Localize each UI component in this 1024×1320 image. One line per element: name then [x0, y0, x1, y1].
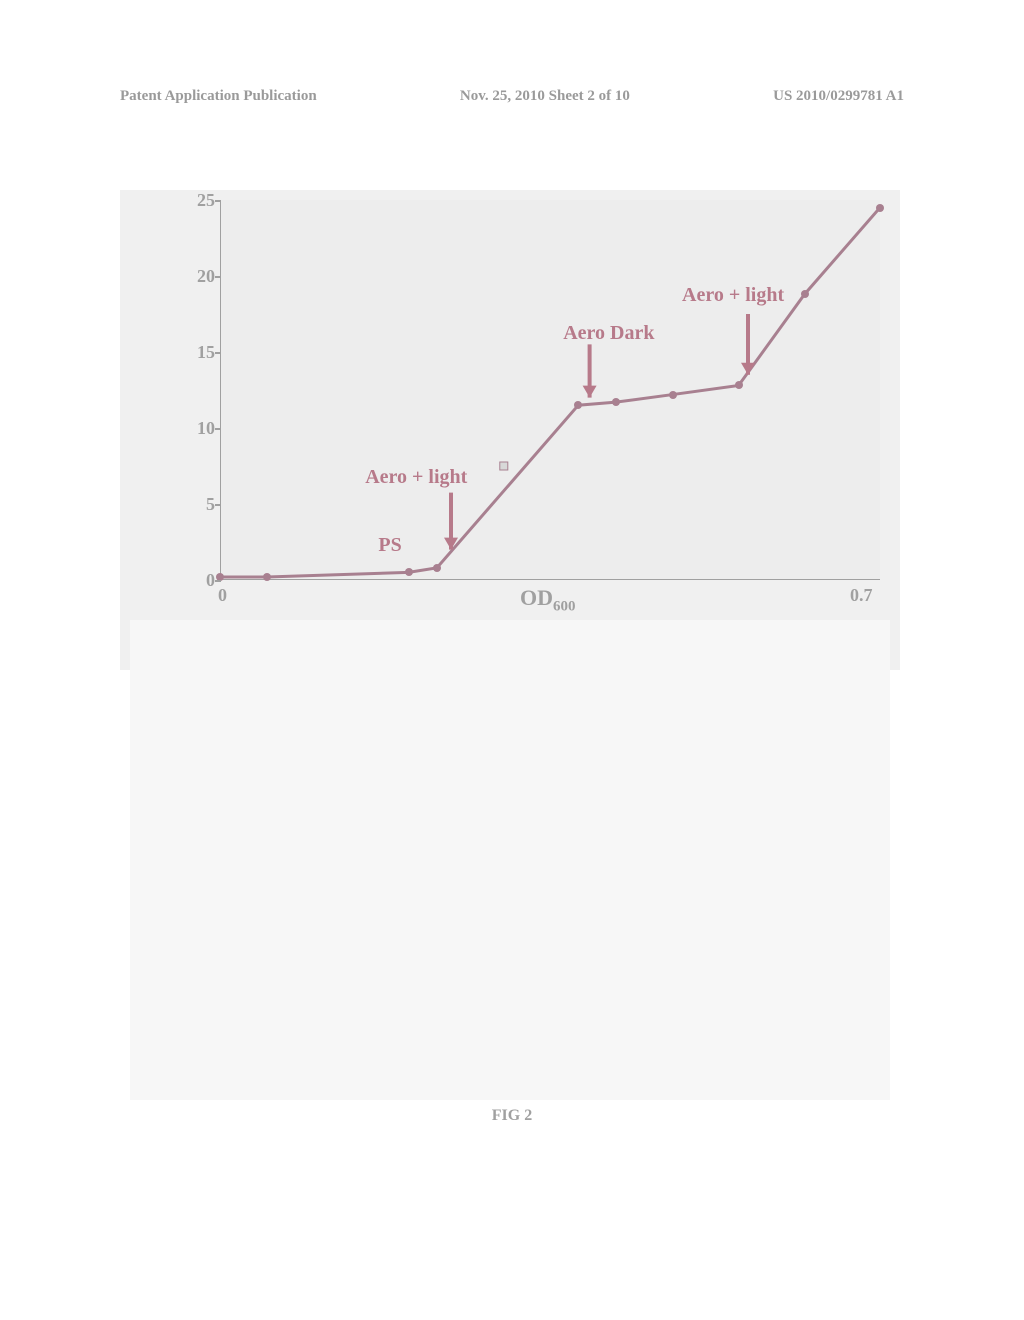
chart-annotation: PS	[378, 534, 401, 557]
header-right: US 2010/0299781 A1	[773, 88, 904, 105]
y-tick: 15	[185, 342, 215, 363]
y-tick: 20	[185, 266, 215, 287]
chart-container: β-galactosidase activity from a σE-depen…	[120, 190, 900, 670]
y-tick: 0	[185, 570, 215, 591]
chart-annotation: Aero + light	[682, 284, 784, 307]
header-left: Patent Application Publication	[120, 88, 317, 105]
chart-annotation: Aero Dark	[563, 322, 654, 345]
data-marker	[433, 564, 441, 572]
figure-caption: FIG 2	[492, 1107, 532, 1125]
data-marker	[263, 573, 271, 581]
plot-region: PS Aero + light Aero Dark Aero + light	[220, 200, 880, 580]
chart-annotation: Aero + light	[365, 466, 467, 489]
data-marker	[735, 381, 743, 389]
data-marker	[876, 204, 884, 212]
y-tick: 25	[185, 190, 215, 211]
x-tick-max: 0.7	[850, 585, 873, 606]
x-axis-title: OD600	[520, 585, 576, 615]
y-tick: 5	[185, 494, 215, 515]
y-tick: 10	[185, 418, 215, 439]
page-header: Patent Application Publication Nov. 25, …	[120, 88, 904, 105]
x-tick-0: 0	[218, 585, 227, 606]
lower-watermark-region	[130, 620, 890, 1100]
data-marker	[801, 290, 809, 298]
data-marker	[669, 391, 677, 399]
chart-svg	[220, 200, 880, 580]
data-marker	[612, 398, 620, 406]
data-marker	[574, 401, 582, 409]
data-marker	[405, 568, 413, 576]
header-center: Nov. 25, 2010 Sheet 2 of 10	[460, 88, 630, 105]
